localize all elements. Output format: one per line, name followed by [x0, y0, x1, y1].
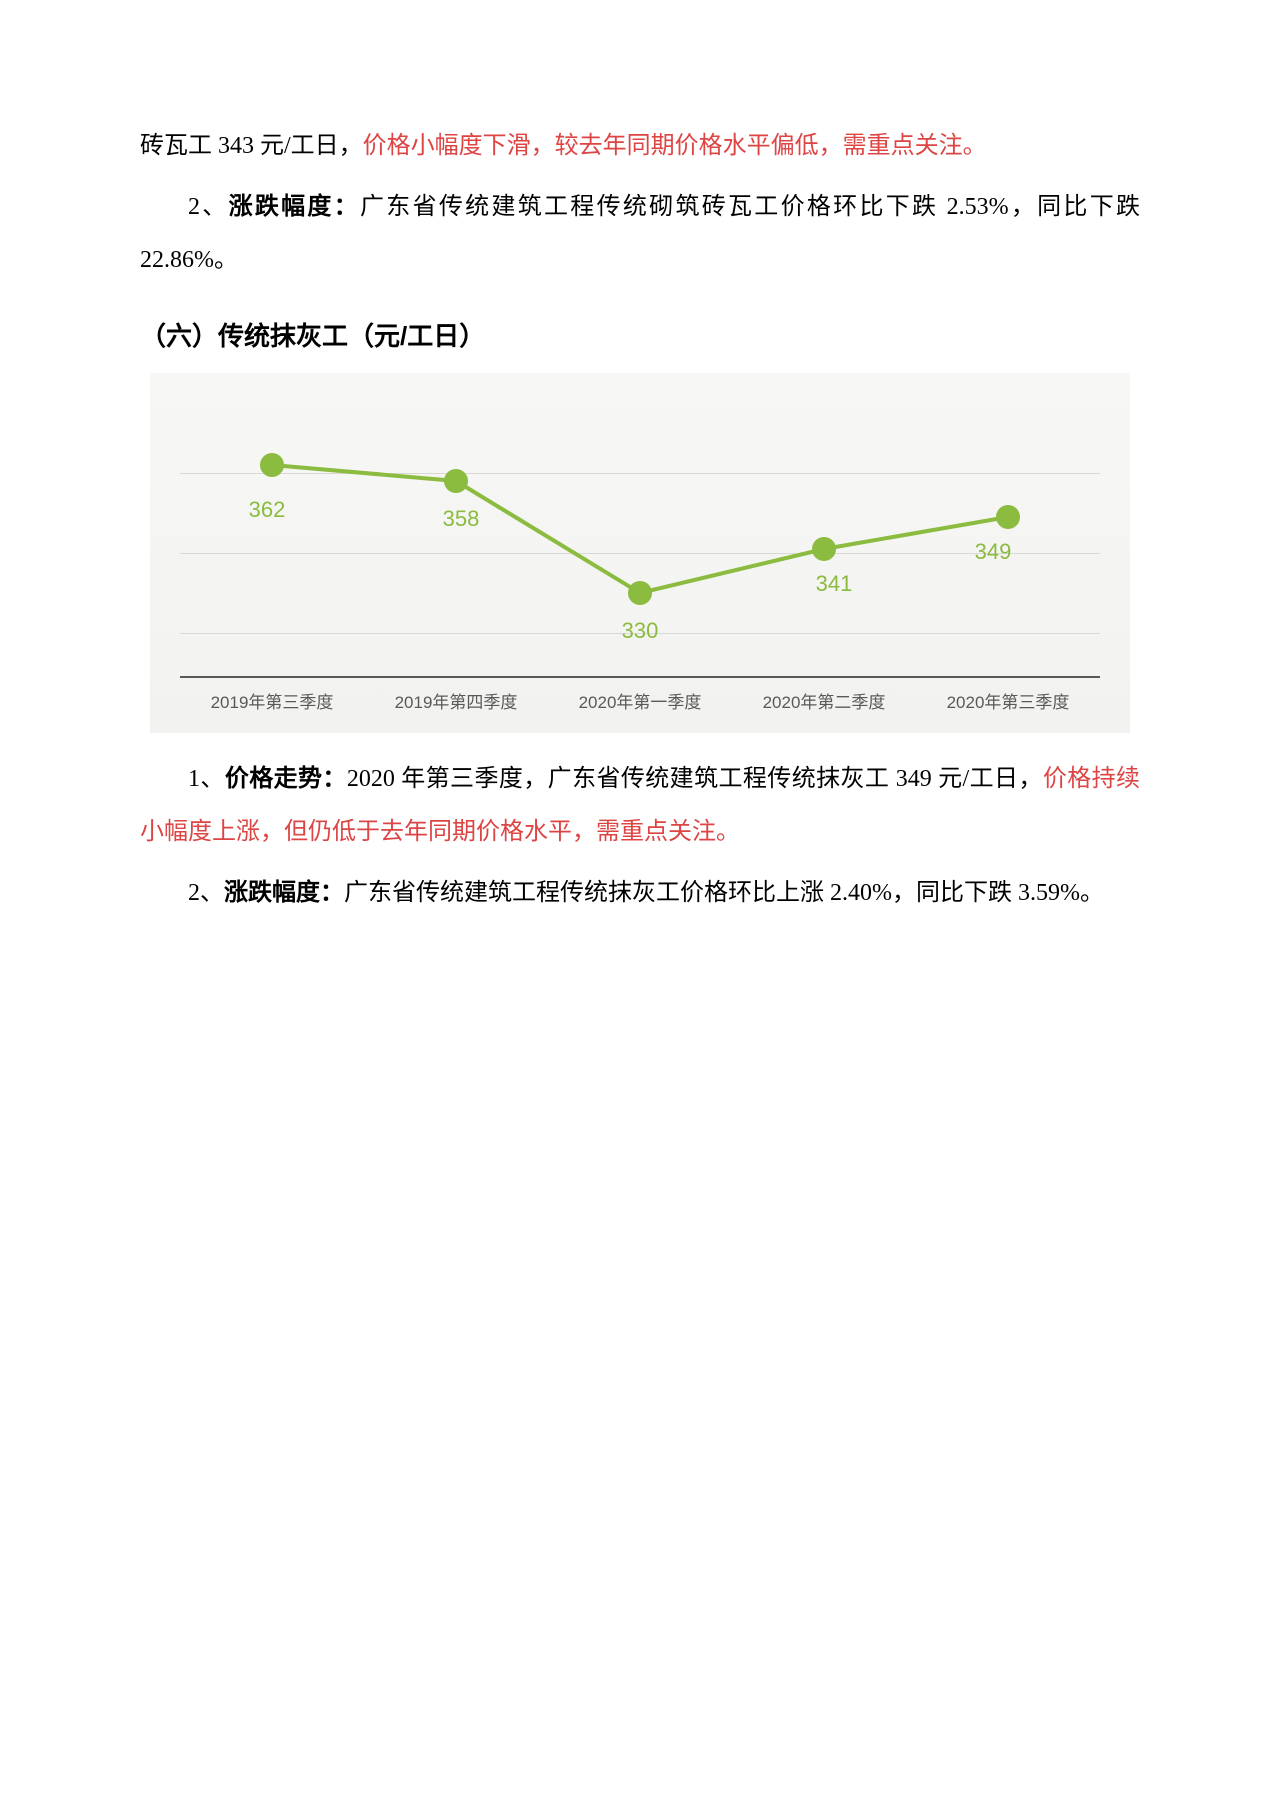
chart-marker: [812, 537, 836, 561]
chart-marker: [260, 453, 284, 477]
x-axis-label: 2020年第三季度: [916, 688, 1100, 713]
x-axis-label: 2019年第四季度: [364, 688, 548, 713]
x-axis: 2019年第三季度2019年第四季度2020年第一季度2020年第二季度2020…: [180, 676, 1100, 713]
section-title: （六）传统抹灰工（元/工日）: [140, 316, 1140, 353]
para2-bold: 涨跌幅度：: [229, 193, 360, 220]
paragraph-1: 砖瓦工 343 元/工日，价格小幅度下滑，较去年同期价格水平偏低，需重点关注。: [140, 120, 1140, 173]
para4-bold: 涨跌幅度：: [224, 879, 344, 906]
paragraph-2: 2、涨跌幅度：广东省传统建筑工程传统砌筑砖瓦工价格环比下跌 2.53%，同比下跌…: [140, 181, 1140, 287]
paragraph-4: 2、涨跌幅度：广东省传统建筑工程传统抹灰工价格环比上涨 2.40%，同比下跌 3…: [140, 867, 1140, 920]
chart-area: 362 358 330 341 349: [180, 413, 1100, 673]
chart-data-label: 341: [816, 571, 853, 597]
para4-text: 广东省传统建筑工程传统抹灰工价格环比上涨 2.40%，同比下跌 3.59%。: [344, 880, 1104, 906]
chart-data-label: 358: [443, 506, 480, 532]
para3-bold: 价格走势：: [225, 765, 347, 792]
chart-data-label: 330: [622, 618, 659, 644]
para3-black: 2020 年第三季度，广东省传统建筑工程传统抹灰工 349 元/工日，: [347, 766, 1043, 792]
paragraph-3: 1、价格走势：2020 年第三季度，广东省传统建筑工程传统抹灰工 349 元/工…: [140, 753, 1140, 859]
para1-black: 砖瓦工 343 元/工日，: [140, 133, 363, 159]
x-axis-label: 2019年第三季度: [180, 688, 364, 713]
chart-marker: [996, 505, 1020, 529]
para1-red1: 价格小幅度下滑，较去年同期价格水平偏低，: [363, 133, 843, 159]
para3-prefix: 1、: [188, 766, 225, 792]
chart-marker: [444, 469, 468, 493]
chart-data-label: 349: [975, 539, 1012, 565]
chart-marker: [628, 581, 652, 605]
x-axis-label: 2020年第一季度: [548, 688, 732, 713]
chart-data-label: 362: [249, 497, 286, 523]
para1-red2: 需重点关注。: [843, 133, 987, 159]
chart-line: [272, 465, 1008, 593]
para4-prefix: 2、: [188, 880, 224, 906]
para2-prefix: 2、: [188, 194, 229, 220]
x-axis-label: 2020年第二季度: [732, 688, 916, 713]
chart-container: 362358330341349 2019年第三季度2019年第四季度2020年第…: [150, 373, 1130, 733]
